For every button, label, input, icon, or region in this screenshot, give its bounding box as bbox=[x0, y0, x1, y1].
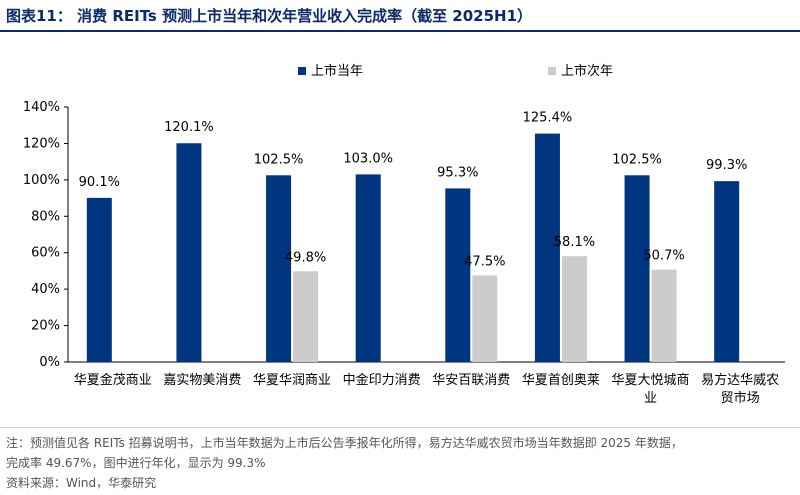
data-label-series2-3: 49.8% bbox=[285, 250, 326, 265]
legend-label-2: 上市次年 bbox=[561, 63, 613, 79]
bar-series1-1 bbox=[86, 197, 112, 362]
x-tick-label: 华夏金茂商业 bbox=[74, 372, 152, 388]
bar-series1-2 bbox=[176, 143, 202, 362]
data-label-series1-8: 99.3% bbox=[706, 158, 747, 173]
bar-series2-6 bbox=[561, 256, 587, 362]
bar-series1-5 bbox=[445, 188, 471, 362]
bar-series1-4 bbox=[355, 174, 381, 362]
y-tick-label: 60% bbox=[31, 246, 60, 261]
bar-series1-6 bbox=[534, 133, 560, 362]
source-note: 资料来源：Wind，华泰研究 bbox=[6, 476, 157, 490]
data-label-series1-5: 95.3% bbox=[437, 165, 478, 180]
data-label-series1-2: 120.1% bbox=[164, 120, 214, 135]
chart-title: 图表11： 消费 REITs 预测上市当年和次年营业收入完成率（截至 2025H… bbox=[6, 7, 533, 25]
bar-series1-7 bbox=[624, 175, 650, 362]
data-label-series1-1: 90.1% bbox=[79, 175, 120, 190]
x-tick-label: 贸市场 bbox=[721, 390, 760, 406]
x-tick-label: 华安百联消费 bbox=[432, 373, 510, 388]
bar-chart: 上市当年 上市次年 0% 20% 40% 60% 80% 100% 120% 140% 90.1% 华… bbox=[23, 63, 785, 406]
note-line-1: 注：预测值见各 REITs 招募说明书，上市当年数据为上市后公告季报年化所得，易… bbox=[6, 436, 683, 450]
data-label-series2-7: 50.7% bbox=[643, 249, 684, 264]
x-tick-label: 中金印力消费 bbox=[343, 372, 421, 388]
data-label-series1-6: 125.4% bbox=[523, 111, 573, 126]
y-tick-label: 80% bbox=[31, 209, 60, 224]
bar-series1-3 bbox=[266, 175, 292, 362]
x-tick-label: 华夏大悦城商 bbox=[612, 373, 690, 388]
data-label-series1-4: 103.0% bbox=[343, 151, 393, 166]
bar-series2-5 bbox=[472, 275, 498, 362]
data-label-series2-5: 47.5% bbox=[464, 254, 505, 269]
y-tick-label: 100% bbox=[23, 173, 60, 188]
bar-series2-7 bbox=[651, 269, 677, 362]
legend-swatch-1 bbox=[298, 67, 306, 75]
note-line-2: 完成率 49.67%，图中进行年化，显示为 99.3% bbox=[6, 456, 266, 470]
y-tick-label: 0% bbox=[39, 355, 60, 370]
legend-label-1: 上市当年 bbox=[311, 63, 363, 79]
y-tick-label: 40% bbox=[31, 282, 60, 297]
bar-series2-3 bbox=[293, 271, 319, 362]
x-tick-label: 嘉实物美消费 bbox=[163, 373, 241, 388]
data-label-series1-7: 102.5% bbox=[612, 152, 662, 167]
x-tick-label: 业 bbox=[644, 391, 657, 406]
x-tick-label: 华夏首创奥莱 bbox=[522, 373, 600, 388]
title-bar: 图表11： 消费 REITs 预测上市当年和次年营业收入完成率（截至 2025H… bbox=[0, 0, 800, 32]
y-tick-label: 120% bbox=[23, 136, 60, 151]
bar-series1-8 bbox=[714, 181, 740, 362]
x-tick-label: 易方达华威农 bbox=[701, 372, 779, 388]
y-tick-label: 140% bbox=[23, 100, 60, 115]
y-tick-label: 20% bbox=[31, 319, 60, 334]
legend-swatch-2 bbox=[548, 67, 556, 75]
data-label-series1-3: 102.5% bbox=[254, 152, 304, 167]
x-tick-label: 华夏华润商业 bbox=[253, 373, 331, 388]
footnote-divider bbox=[0, 427, 800, 428]
data-label-series2-6: 58.1% bbox=[554, 235, 595, 250]
